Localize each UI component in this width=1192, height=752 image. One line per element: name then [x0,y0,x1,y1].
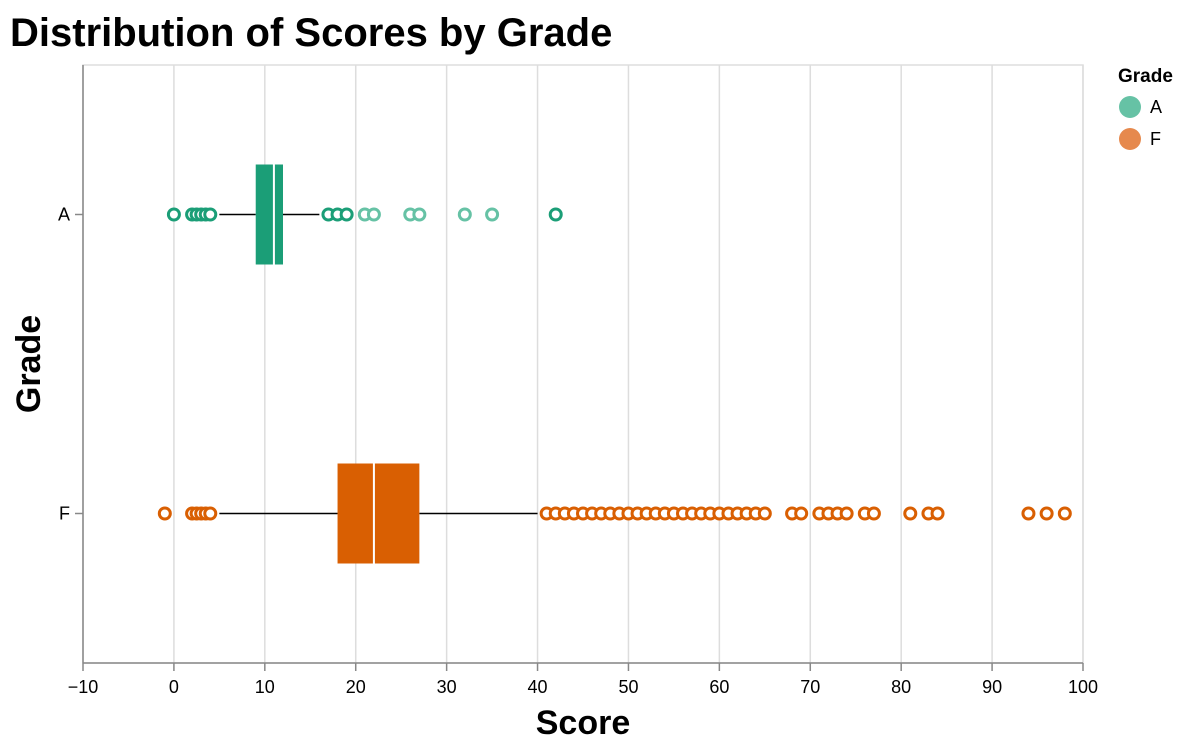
outlier-point [457,207,472,222]
outlier-point [903,506,918,521]
legend-title: Grade [1118,66,1173,87]
box-iqr [255,164,283,265]
box-group-F [157,463,1072,564]
x-tick-label: 20 [346,677,366,697]
outlier-point [1057,506,1072,521]
outlier-point [485,207,500,222]
outlier-point [412,207,427,222]
outlier-point [1039,506,1054,521]
outlier-point [157,506,172,521]
y-axis-title: Grade [10,315,48,413]
x-axis-title: Score [536,704,631,742]
outlier-point [1021,506,1036,521]
box-group-A [166,164,563,265]
outlier-point [339,207,354,222]
outlier-point [866,506,881,521]
legend-label-F: F [1150,129,1161,149]
x-tick-label: −10 [68,677,99,697]
chart-title: Distribution of Scores by Grade [10,11,612,55]
outlier-point [166,207,181,222]
x-tick-label: 70 [800,677,820,697]
outlier-point [203,506,218,521]
box-iqr [337,463,420,564]
x-tick-label: 80 [891,677,911,697]
legend-swatch-F [1119,128,1141,150]
x-tick-label: 100 [1068,677,1098,697]
outlier-point [366,207,381,222]
x-tick-label: 60 [709,677,729,697]
x-tick-label: 0 [169,677,179,697]
gridlines [82,65,1084,663]
x-tick-label: 50 [618,677,638,697]
legend: Grade AF [1118,66,1173,150]
y-axis: AF [58,65,84,663]
outlier-point [930,506,945,521]
legend-label-A: A [1150,97,1162,117]
outlier-point [203,207,218,222]
y-tick-label: A [58,205,70,225]
legend-swatch-A [1119,96,1141,118]
outlier-point [757,506,772,521]
outlier-point [548,207,563,222]
box-marks [157,164,1072,564]
x-tick-label: 90 [982,677,1002,697]
x-tick-label: 30 [437,677,457,697]
outlier-point [839,506,854,521]
x-tick-label: 10 [255,677,275,697]
plot-frame [82,64,1084,664]
x-tick-label: 40 [528,677,548,697]
x-axis: −10 0 10 20 30 40 50 60 70 80 90 100 [68,662,1098,697]
outlier-point [794,506,809,521]
y-tick-label: F [59,504,70,524]
